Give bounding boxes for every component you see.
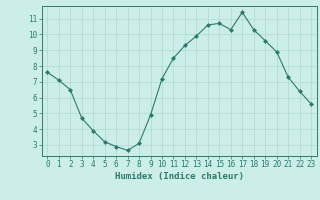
X-axis label: Humidex (Indice chaleur): Humidex (Indice chaleur) [115,172,244,181]
